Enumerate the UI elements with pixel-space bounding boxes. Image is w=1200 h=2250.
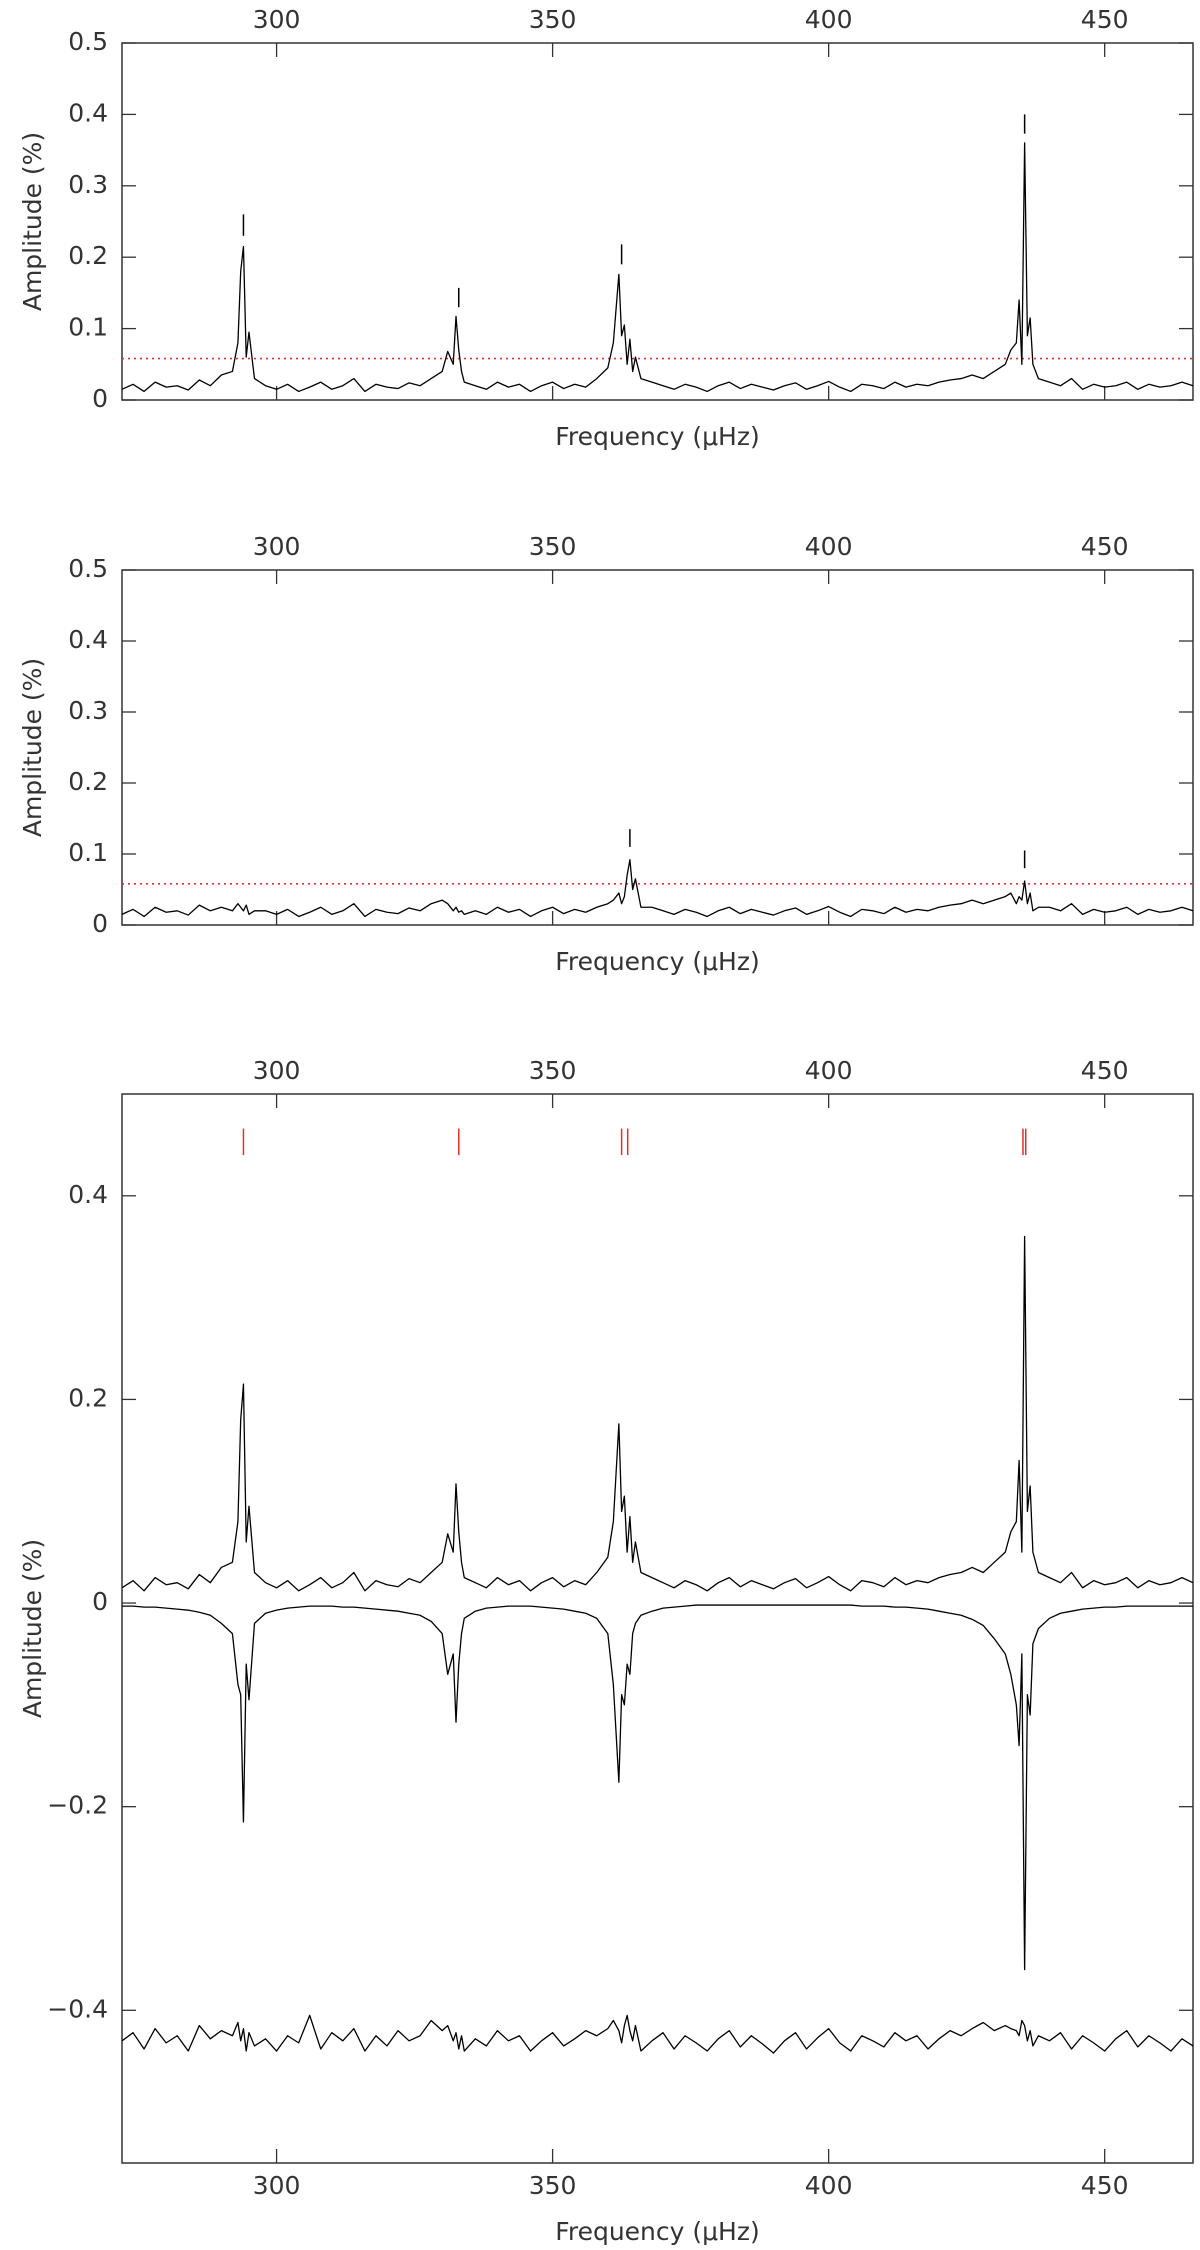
y-tick-label: 0.4	[68, 625, 108, 654]
x-tick-label: 350	[529, 532, 577, 561]
x-tick-label: 350	[529, 5, 577, 34]
y-tick-label: 0.2	[68, 767, 108, 796]
x-tick-label: 350	[529, 2171, 577, 2200]
y-tick-label: 0.5	[68, 27, 108, 56]
y-tick-label: 0.2	[68, 1383, 108, 1412]
x-axis-label: Frequency (μHz)	[555, 947, 759, 976]
x-tick-label: 400	[805, 1056, 853, 1085]
x-tick-label: 400	[805, 2171, 853, 2200]
y-tick-label: −0.2	[47, 1791, 108, 1820]
x-tick-label: 400	[805, 5, 853, 34]
y-tick-label: 0	[92, 909, 108, 938]
y-axis-label: Amplitude (%)	[18, 1539, 47, 1718]
spectrum-line	[121, 1235, 1194, 1592]
x-tick-label: 450	[1081, 5, 1129, 34]
x-tick-label: 300	[253, 5, 301, 34]
spectrum-line	[121, 2014, 1194, 2054]
y-tick-label: 0.4	[68, 98, 108, 127]
plot-frame	[121, 1093, 1194, 2164]
x-tick-label: 450	[1081, 532, 1129, 561]
y-tick-label: 0.3	[68, 696, 108, 725]
spectrum-line	[121, 859, 1194, 918]
y-tick-label: 0.1	[68, 313, 108, 342]
y-tick-label: 0	[92, 384, 108, 413]
y-axis-label: Amplitude (%)	[18, 132, 47, 311]
x-tick-label: 350	[529, 1056, 577, 1085]
x-axis-label: Frequency (μHz)	[555, 422, 759, 451]
spectrum-line	[122, 1604, 1193, 1971]
plot-frame	[121, 42, 1194, 401]
x-tick-label: 400	[805, 532, 853, 561]
y-tick-label: −0.4	[47, 1994, 108, 2023]
plot-frame	[121, 569, 1194, 926]
y-tick-label: 0.3	[68, 170, 108, 199]
y-tick-label: 0	[92, 1587, 108, 1616]
x-axis-label: Frequency (μHz)	[555, 2217, 759, 2246]
x-tick-label: 450	[1081, 2171, 1129, 2200]
x-tick-label: 300	[253, 532, 301, 561]
y-tick-label: 0.5	[68, 554, 108, 583]
x-tick-label: 450	[1081, 1056, 1129, 1085]
y-tick-label: 0.1	[68, 838, 108, 867]
y-tick-label: 0.2	[68, 241, 108, 270]
x-tick-label: 300	[253, 1056, 301, 1085]
y-axis-label: Amplitude (%)	[18, 658, 47, 837]
y-tick-label: 0.4	[68, 1180, 108, 1209]
spectrum-line	[121, 142, 1194, 393]
x-tick-label: 300	[253, 2171, 301, 2200]
